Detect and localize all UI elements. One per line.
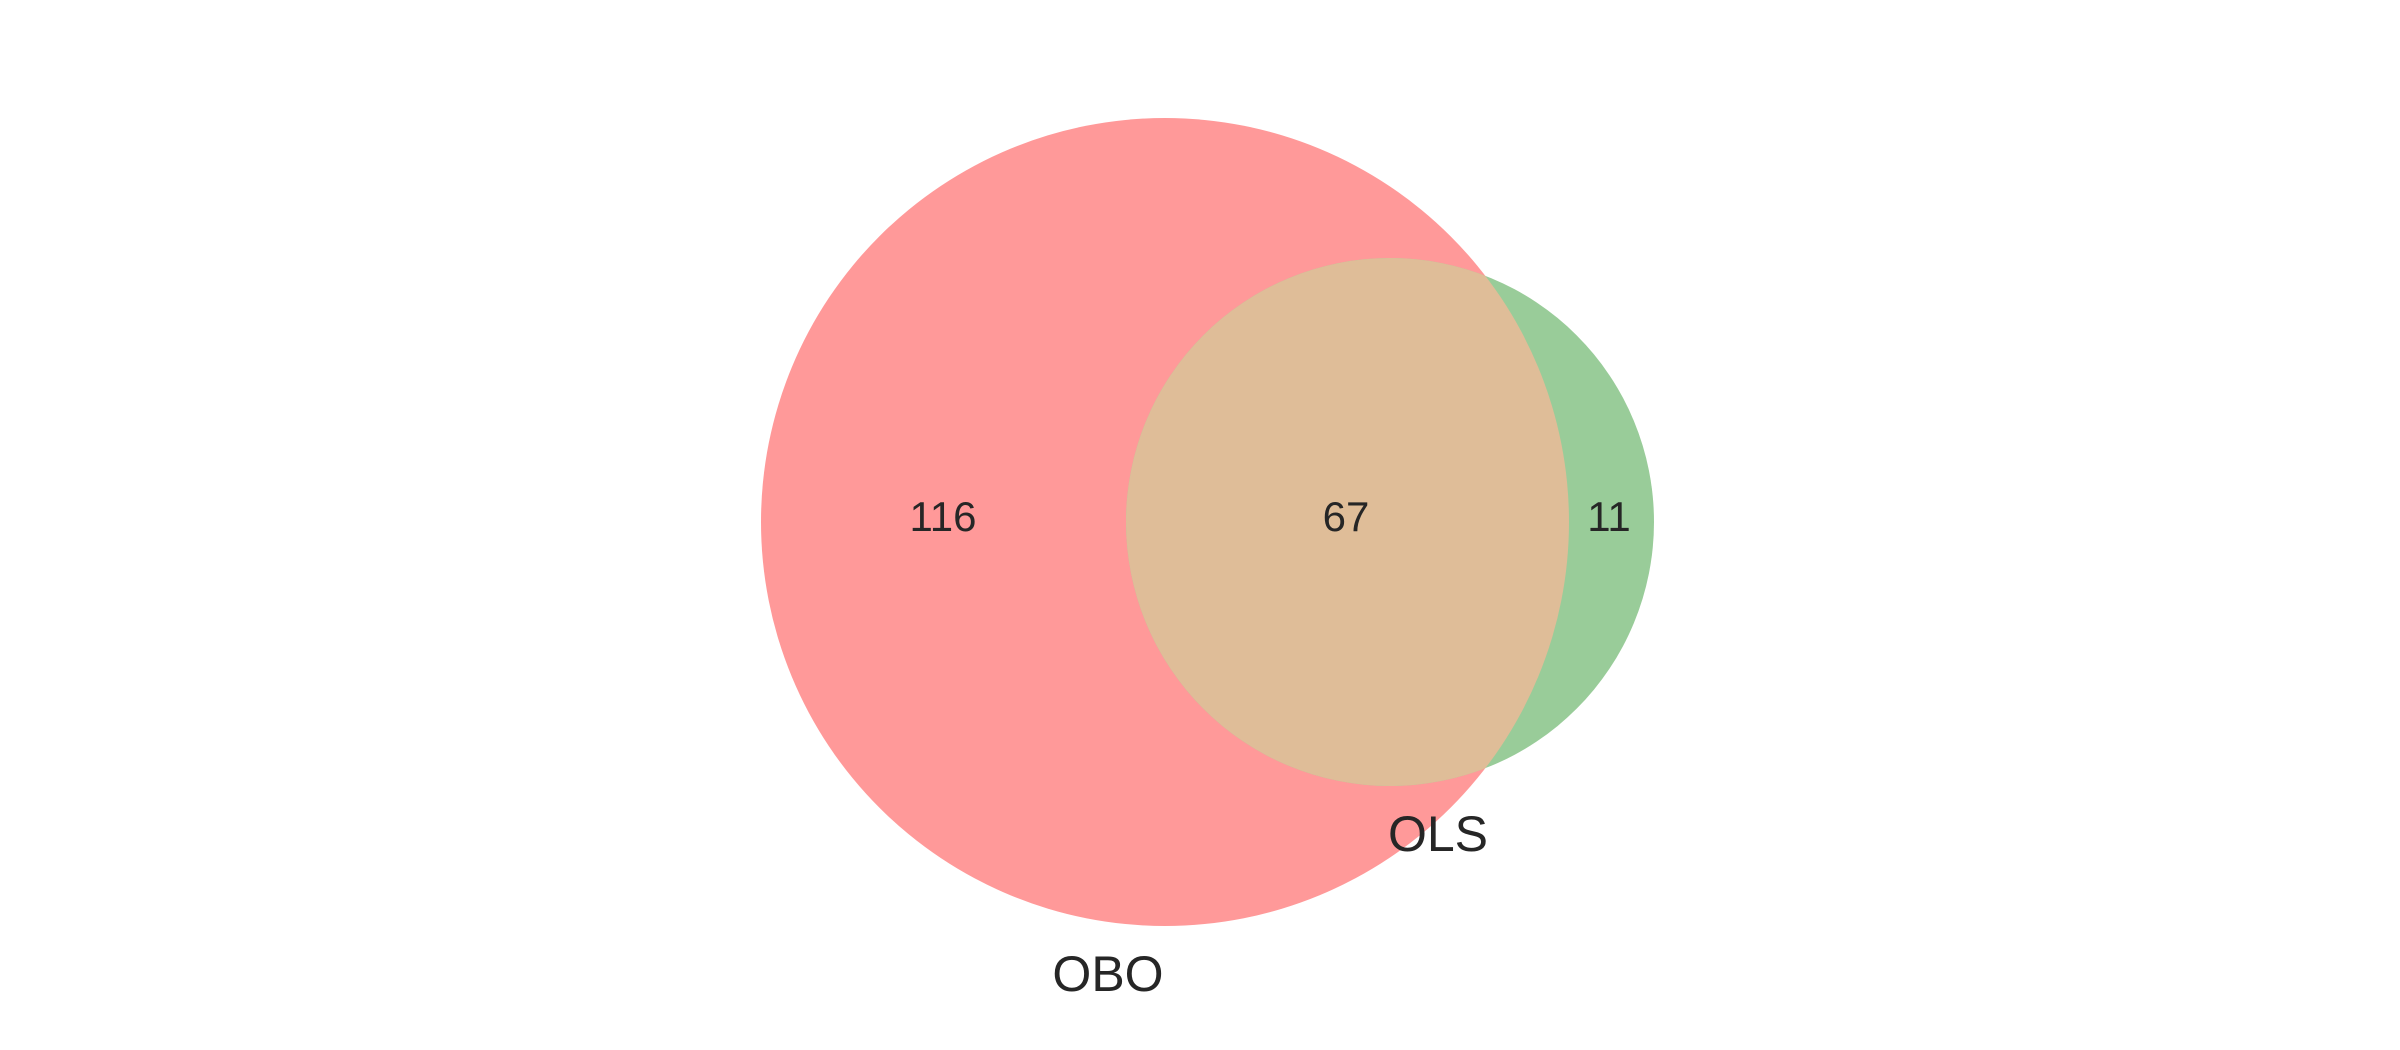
- intersection-count: 67: [1323, 493, 1370, 540]
- set-label-ols: OLS: [1388, 806, 1488, 862]
- set-label-obo: OBO: [1052, 946, 1163, 1002]
- obo-only-count: 116: [910, 493, 977, 540]
- intersection-region: [1126, 258, 1569, 786]
- ols-only-count: 11: [1587, 493, 1631, 540]
